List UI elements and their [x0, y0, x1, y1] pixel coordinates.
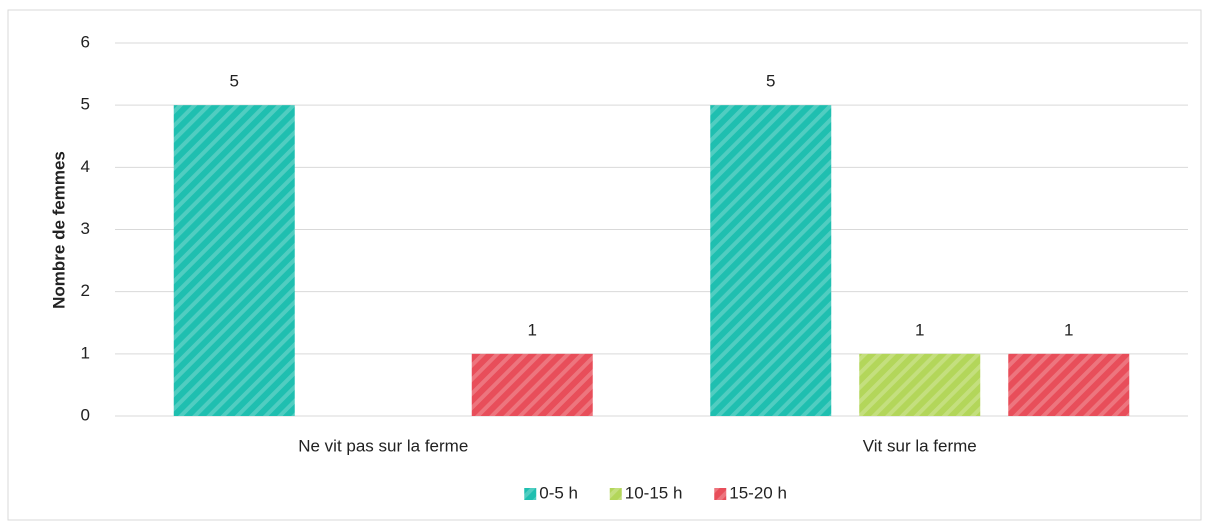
y-axis-label: Nombre de femmes [49, 151, 68, 309]
x-tick-label: Ne vit pas sur la ferme [298, 436, 468, 455]
legend-label: 15-20 h [729, 483, 787, 502]
bar [859, 353, 981, 416]
data-label: 1 [1064, 320, 1073, 339]
legend-swatch [524, 488, 537, 500]
legend-label: 10-15 h [625, 483, 683, 502]
legend-label: 0-5 h [539, 483, 578, 502]
legend-swatch [609, 488, 622, 500]
x-tick-label: Vit sur la ferme [863, 436, 977, 455]
data-label: 5 [230, 72, 239, 91]
y-tick-label: 1 [81, 343, 90, 362]
data-label: 1 [528, 320, 537, 339]
y-tick-label: 0 [81, 405, 90, 424]
data-label: 5 [766, 72, 775, 91]
bar [173, 105, 295, 417]
y-tick-label: 6 [81, 32, 90, 51]
y-tick-label: 4 [81, 157, 90, 176]
legend-swatch [714, 488, 727, 500]
bar [1008, 353, 1130, 416]
y-tick-label: 2 [81, 281, 90, 300]
y-tick-label: 5 [81, 95, 90, 114]
data-label: 1 [915, 320, 924, 339]
bar [710, 105, 832, 417]
y-tick-label: 3 [81, 219, 90, 238]
bar [471, 353, 593, 416]
